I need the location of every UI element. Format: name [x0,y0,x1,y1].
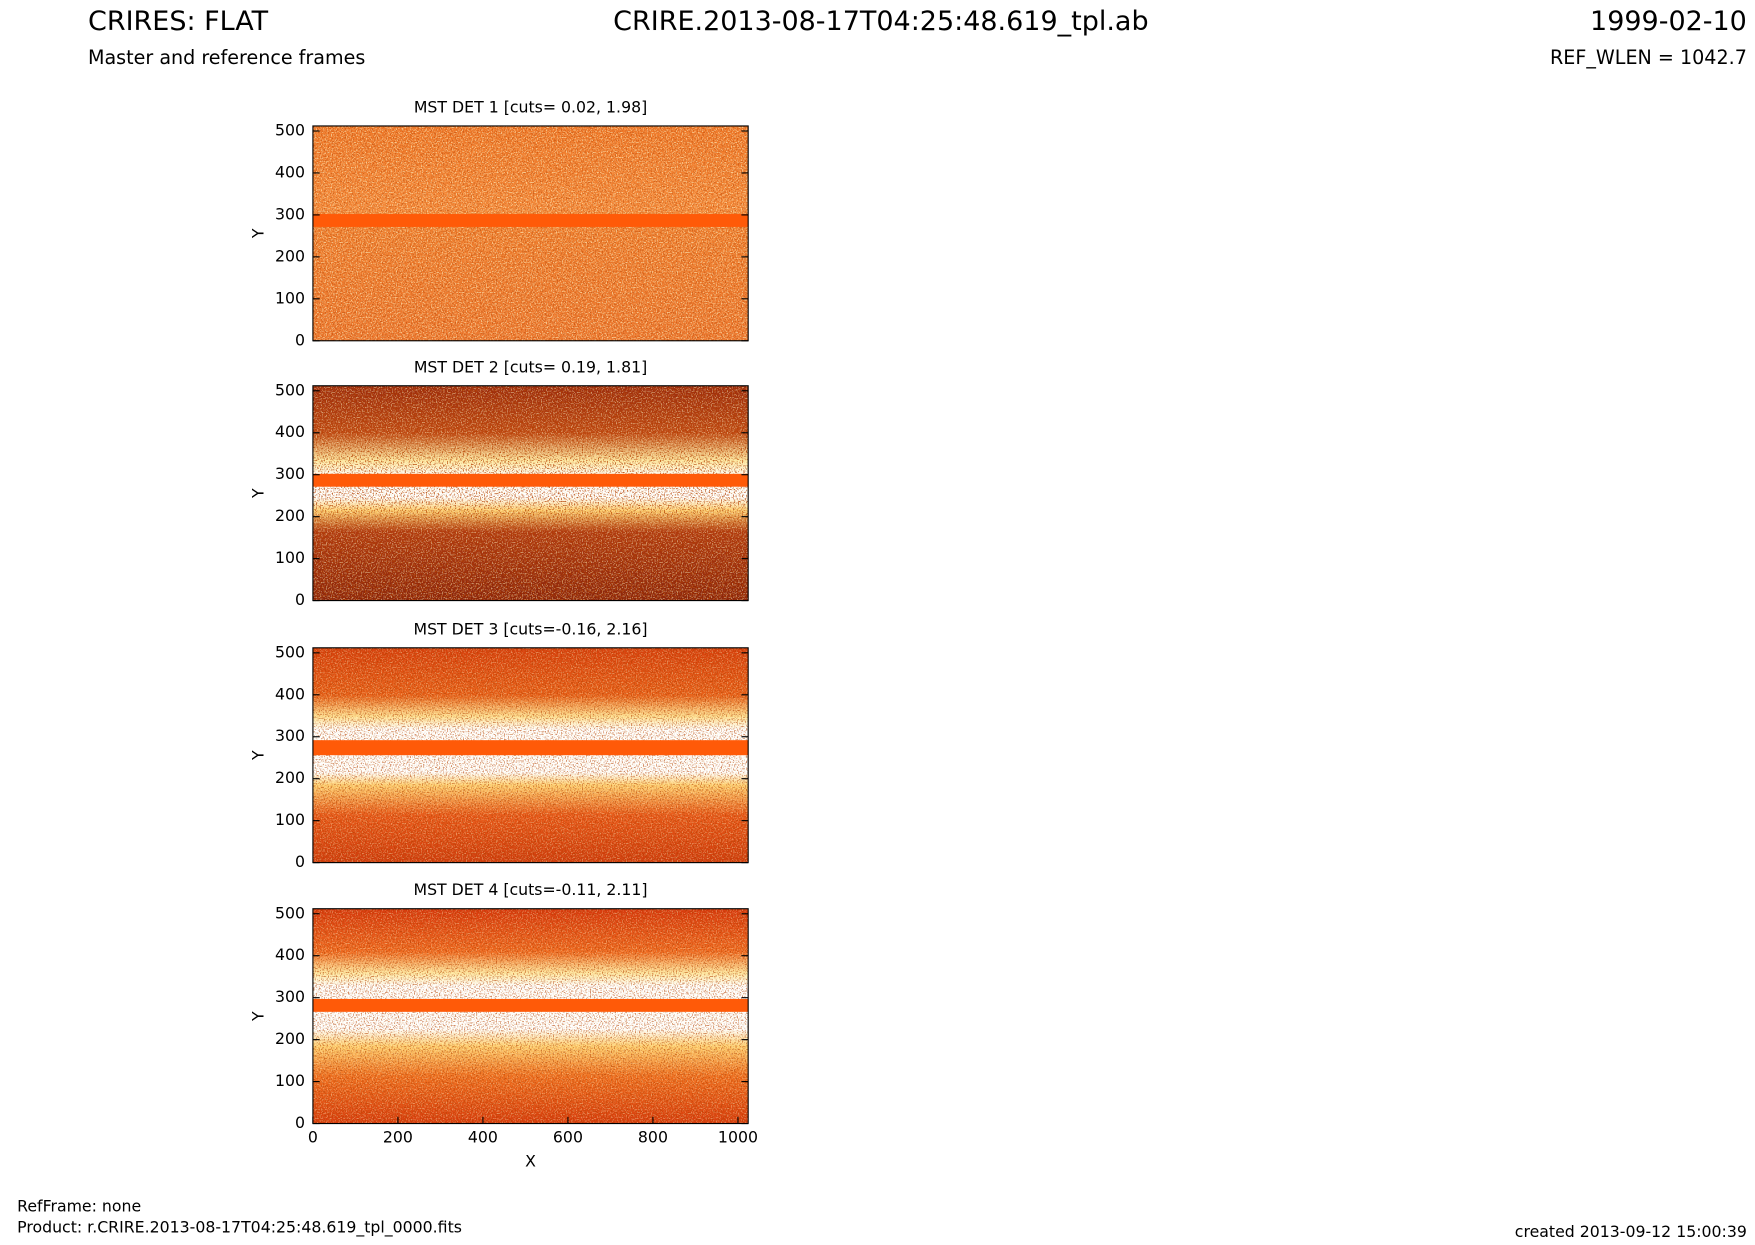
y-tick-label: 300 [275,464,305,483]
panel-title: MST DET 3 [cuts=-0.16, 2.16] [414,619,648,638]
x-tick-label: 400 [468,1128,498,1147]
image-band [312,473,749,487]
y-tick-label: 300 [275,987,305,1006]
image-band [312,998,749,1012]
y-tick-label: 300 [275,204,305,223]
y-tick-label: 100 [275,288,305,307]
panel-title: MST DET 1 [cuts= 0.02, 1.98] [414,97,647,116]
y-tick-label: 200 [275,768,305,787]
x-tick-label: 0 [308,1128,318,1147]
y-tick-label: 400 [275,684,305,703]
image-noise-light [312,908,749,1124]
x-tick-label: 200 [383,1128,413,1147]
x-tick-label: 800 [638,1128,668,1147]
x-tick-label: 1000 [718,1128,758,1147]
date: 1999-02-10 [1590,6,1747,37]
y-tick-label: 500 [275,380,305,399]
y-tick-label: 200 [275,1029,305,1048]
y-tick-label: 400 [275,422,305,441]
y-tick-label: 500 [275,642,305,661]
ref-wlen: REF_WLEN = 1042.7 [1550,46,1747,69]
image-noise-light [312,125,749,341]
frame [312,647,749,864]
image-noise-light [312,385,749,601]
x-axis-label: X [525,1151,536,1170]
y-tick-label: 400 [275,162,305,181]
product: Product: r.CRIRE.2013-08-17T04:25:48.619… [17,1218,462,1238]
image-band [312,214,749,227]
y-tick-label: 100 [275,810,305,829]
y-tick-label: 0 [295,1113,305,1132]
frame [312,908,749,1125]
y-tick-label: 0 [295,330,305,349]
y-tick-label: 200 [275,506,305,525]
page-title: CRIRES: FLAT [88,6,269,37]
y-axis-label: Y [248,750,267,761]
y-tick-label: 200 [275,246,305,265]
created: created 2013-09-12 15:00:39 [1515,1222,1747,1241]
panel-title: MST DET 4 [cuts=-0.11, 2.11] [414,880,648,899]
y-tick-label: 400 [275,945,305,964]
panel-title: MST DET 2 [cuts= 0.19, 1.81] [414,357,647,376]
x-tick-label: 600 [553,1128,583,1147]
y-tick-label: 0 [295,852,305,871]
y-tick-label: 0 [295,590,305,609]
y-tick-label: 300 [275,726,305,745]
frame [312,125,749,342]
y-axis-label: Y [248,488,267,499]
y-axis-label: Y [248,228,267,239]
frame [312,385,749,602]
y-tick-label: 500 [275,120,305,139]
y-tick-label: 100 [275,1071,305,1090]
ref-frame: RefFrame: none [17,1196,141,1215]
y-tick-label: 500 [275,903,305,922]
subtitle: Master and reference frames [88,46,365,69]
y-tick-label: 100 [275,548,305,567]
image-band [312,740,749,756]
y-axis-label: Y [248,1011,267,1022]
file-name: CRIRE.2013-08-17T04:25:48.619_tpl.ab [613,6,1148,37]
